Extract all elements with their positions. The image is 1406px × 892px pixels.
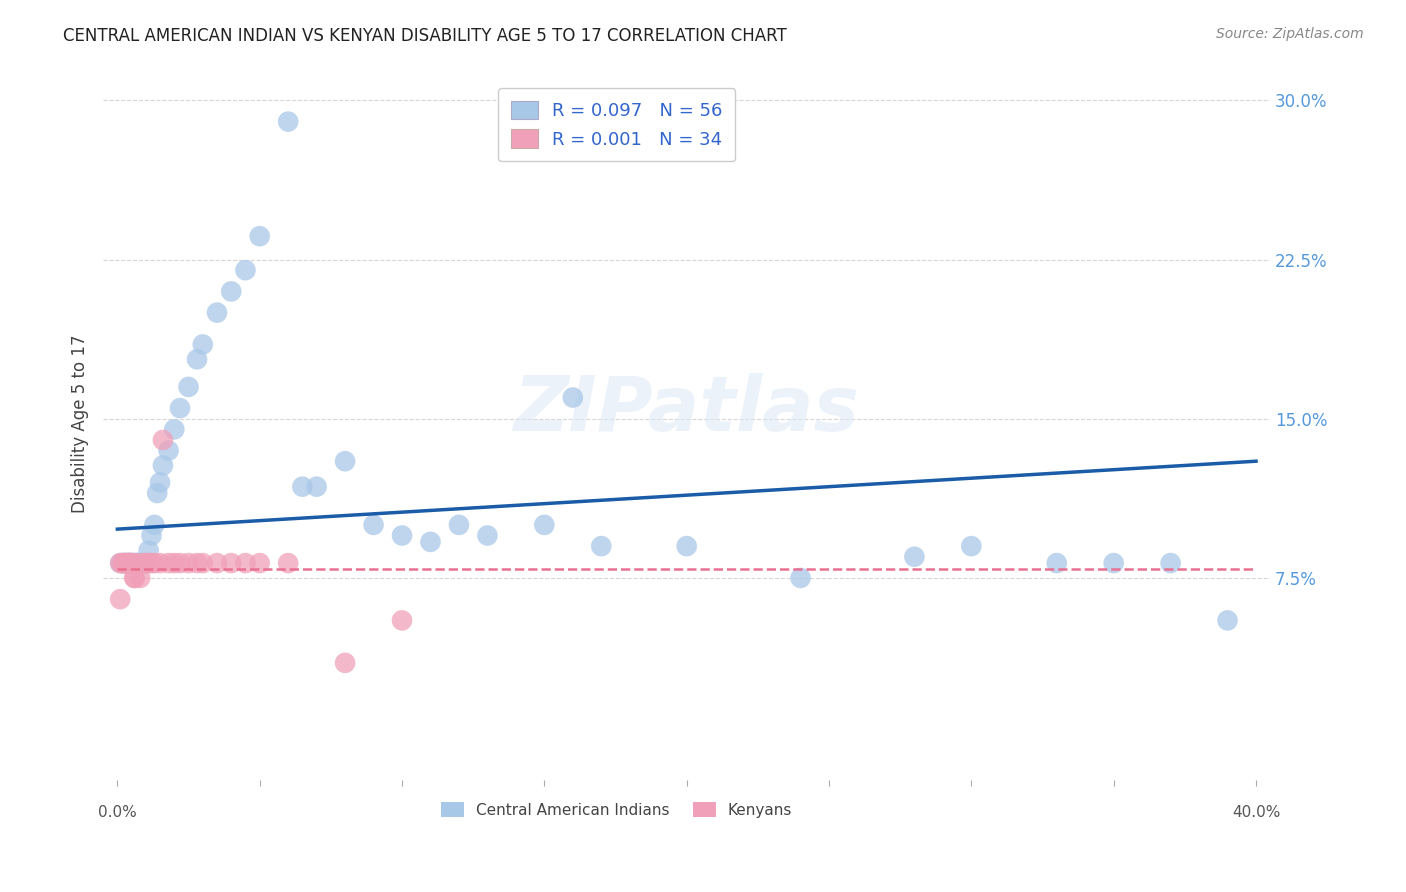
Point xyxy=(115,556,138,570)
Text: CENTRAL AMERICAN INDIAN VS KENYAN DISABILITY AGE 5 TO 17 CORRELATION CHART: CENTRAL AMERICAN INDIAN VS KENYAN DISABI… xyxy=(63,27,787,45)
Point xyxy=(121,556,143,570)
Point xyxy=(219,285,242,299)
Point xyxy=(152,433,174,447)
Point xyxy=(129,556,152,570)
Point xyxy=(186,556,208,570)
Point xyxy=(152,458,174,473)
Point xyxy=(333,656,356,670)
Point xyxy=(391,614,413,628)
Point xyxy=(191,556,214,570)
Point xyxy=(157,556,180,570)
Point xyxy=(291,480,314,494)
Point xyxy=(533,517,555,532)
Point xyxy=(363,517,385,532)
Point xyxy=(124,556,146,570)
Y-axis label: Disability Age 5 to 17: Disability Age 5 to 17 xyxy=(72,334,89,513)
Point xyxy=(124,571,146,585)
Point xyxy=(249,229,271,244)
Point xyxy=(177,556,200,570)
Point xyxy=(132,556,155,570)
Point xyxy=(149,556,172,570)
Point xyxy=(124,571,146,585)
Point xyxy=(115,556,138,570)
Point xyxy=(277,114,299,128)
Point xyxy=(157,443,180,458)
Point xyxy=(235,556,257,570)
Point xyxy=(333,454,356,468)
Text: ZIPatlas: ZIPatlas xyxy=(513,373,859,447)
Point xyxy=(112,556,135,570)
Point xyxy=(163,422,186,436)
Point xyxy=(127,556,149,570)
Point xyxy=(191,337,214,351)
Point xyxy=(277,556,299,570)
Point xyxy=(112,556,135,570)
Point xyxy=(163,556,186,570)
Point xyxy=(108,592,131,607)
Point xyxy=(108,556,131,570)
Point xyxy=(305,480,328,494)
Point xyxy=(447,517,470,532)
Point xyxy=(132,556,155,570)
Point xyxy=(124,556,146,570)
Point xyxy=(118,556,141,570)
Point xyxy=(177,380,200,394)
Point xyxy=(127,556,149,570)
Point xyxy=(141,528,163,542)
Point xyxy=(115,556,138,570)
Point xyxy=(903,549,925,564)
Point xyxy=(561,391,583,405)
Point xyxy=(143,556,166,570)
Point xyxy=(132,556,155,570)
Point xyxy=(129,571,152,585)
Point xyxy=(127,556,149,570)
Point xyxy=(138,543,160,558)
Point xyxy=(1102,556,1125,570)
Point xyxy=(135,556,157,570)
Text: 40.0%: 40.0% xyxy=(1232,805,1281,820)
Point xyxy=(235,263,257,277)
Point xyxy=(141,556,163,570)
Point xyxy=(118,556,141,570)
Point xyxy=(118,556,141,570)
Point xyxy=(129,556,152,570)
Point xyxy=(121,556,143,570)
Point xyxy=(205,305,228,319)
Point xyxy=(391,528,413,542)
Point xyxy=(135,556,157,570)
Point xyxy=(219,556,242,570)
Text: Source: ZipAtlas.com: Source: ZipAtlas.com xyxy=(1216,27,1364,41)
Point xyxy=(121,556,143,570)
Point xyxy=(112,556,135,570)
Point xyxy=(121,556,143,570)
Point xyxy=(118,556,141,570)
Point xyxy=(205,556,228,570)
Point xyxy=(146,486,169,500)
Point xyxy=(249,556,271,570)
Point xyxy=(149,475,172,490)
Point xyxy=(169,556,191,570)
Point xyxy=(960,539,983,553)
Point xyxy=(138,556,160,570)
Text: 0.0%: 0.0% xyxy=(98,805,136,820)
Point xyxy=(143,517,166,532)
Point xyxy=(118,556,141,570)
Point xyxy=(115,556,138,570)
Point xyxy=(675,539,697,553)
Point xyxy=(135,556,157,570)
Point xyxy=(169,401,191,416)
Point xyxy=(1046,556,1069,570)
Point xyxy=(108,556,131,570)
Legend: Central American Indians, Kenyans: Central American Indians, Kenyans xyxy=(433,794,800,825)
Point xyxy=(591,539,613,553)
Point xyxy=(1160,556,1182,570)
Point xyxy=(112,556,135,570)
Point xyxy=(1216,614,1239,628)
Point xyxy=(477,528,499,542)
Point xyxy=(186,352,208,367)
Point xyxy=(419,534,441,549)
Point xyxy=(789,571,811,585)
